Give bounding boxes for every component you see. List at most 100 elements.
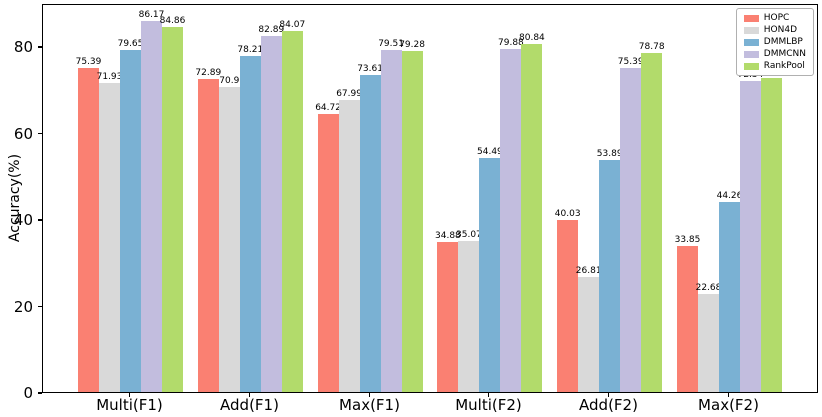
legend-item-rankpool: RankPool xyxy=(743,61,806,71)
y-tick-label: 40 xyxy=(13,211,33,230)
legend-label: HOPC xyxy=(763,13,790,23)
bar-value-label: 84.07 xyxy=(279,19,306,30)
y-tick-mark xyxy=(38,305,42,308)
bar-value-label: 44.26 xyxy=(716,190,743,201)
x-tick-label-multif1: Multi(F1) xyxy=(96,396,163,414)
bar-value-label: 78.78 xyxy=(638,42,665,53)
x-tick-label-multif2: Multi(F2) xyxy=(455,396,522,414)
bar-value-label: 64.72 xyxy=(315,102,341,113)
legend-swatch-icon xyxy=(743,62,759,70)
bar-dmmcnn-5: 75.39 xyxy=(618,57,644,392)
legend: HOPC HON4D DMMLBP DMMCNN RankPool xyxy=(735,8,814,76)
legend-label: HON4D xyxy=(763,25,798,35)
x-tick-label-addf2: Add(F2) xyxy=(579,396,638,414)
bar-value-label: 79.65 xyxy=(117,38,144,49)
bar-dmmlbp-3: 73.61 xyxy=(357,64,383,392)
bar-value-label: 22.68 xyxy=(695,283,722,294)
bar-value-label: 80.84 xyxy=(519,33,545,44)
plot-area: 75.39 71.93 79.65 86.17 84.86 72.89 70.9 78.21 8… xyxy=(42,4,818,393)
bar-dmmcnn-6: 72.34 xyxy=(738,70,763,392)
bar-value-label: 72.89 xyxy=(195,67,222,78)
legend-label: DMMLBP xyxy=(763,37,803,47)
bar-group-multif1: 75.39 71.93 79.65 86.17 84.86 xyxy=(76,5,185,392)
bar-group-maxf1: 64.72 67.99 73.61 79.51 79.28 xyxy=(315,5,425,392)
x-tick-label-addf1: Add(F1) xyxy=(220,396,279,414)
y-tick-label: 0 xyxy=(23,384,33,402)
bar-value-label: 67.99 xyxy=(336,88,362,99)
x-tick-mark xyxy=(727,393,730,397)
bar-dmmcnn-2: 82.89 xyxy=(258,25,284,392)
bar-rankpool-1: 84.86 xyxy=(160,16,185,392)
y-tick-mark xyxy=(38,46,42,48)
bar-value-label: 79.51 xyxy=(378,39,404,50)
y-tick-label: 80 xyxy=(13,38,33,57)
x-tick-label-maxf2: Max(F2) xyxy=(698,396,759,414)
bar-dmmlbp-6: 44.26 xyxy=(717,191,742,392)
bar-hopc-3: 64.72 xyxy=(315,103,341,392)
bar-rankpool-3: 79.28 xyxy=(399,40,425,392)
legend-swatch-icon xyxy=(743,38,759,46)
bar-rankpool-6: 72.95 xyxy=(759,67,784,392)
legend-label: DMMCNN xyxy=(763,49,806,59)
y-tick-label: 60 xyxy=(13,124,33,143)
bar-groups: 75.39 71.93 79.65 86.17 84.86 72.89 70.9 78.21 8… xyxy=(43,5,817,392)
bar-value-label: 75.39 xyxy=(617,56,644,67)
bar-group-addf1: 72.89 70.9 78.21 82.89 84.07 xyxy=(195,5,305,392)
bar-dmmlbp-2: 78.21 xyxy=(237,45,263,392)
bar-value-label: 71.93 xyxy=(96,71,123,82)
bar-group-multif2: 34.88 35.07 54.49 79.88 80.84 xyxy=(435,5,545,392)
bar-value-label: 84.86 xyxy=(159,16,186,27)
bar-rankpool-2: 84.07 xyxy=(279,20,305,392)
bar-dmmlbp-5: 53.89 xyxy=(597,149,623,392)
bar-hopc-4: 34.88 xyxy=(435,231,461,392)
bar-dmmcnn-4: 79.88 xyxy=(498,38,524,392)
x-tick-mark xyxy=(487,393,490,397)
legend-item-hon4d: HON4D xyxy=(743,25,806,35)
y-axis-title: Accuracy(%) xyxy=(7,153,23,243)
bar-value-label: 78.21 xyxy=(237,44,264,55)
bar-value-label: 75.39 xyxy=(75,56,102,67)
bar-value-label: 54.49 xyxy=(477,146,503,157)
bar-value-label: 73.61 xyxy=(357,64,383,75)
bar-rankpool-4: 80.84 xyxy=(519,33,545,392)
bar-group-addf2: 40.03 26.81 53.89 75.39 78.78 xyxy=(555,5,665,392)
legend-swatch-icon xyxy=(743,50,759,58)
legend-label: RankPool xyxy=(763,61,805,71)
x-tick-mark xyxy=(248,393,251,397)
bar-hopc-6: 33.85 xyxy=(675,235,700,392)
bar-value-label: 79.88 xyxy=(498,37,524,48)
bar-group-maxf2: 33.85 22.68 44.2672.3472.95 xyxy=(675,5,784,392)
bar-hon4d-1: 71.93 xyxy=(97,72,122,392)
bar-hon4d-3: 67.99 xyxy=(336,89,362,392)
bar-dmmlbp-4: 54.49 xyxy=(477,147,503,392)
y-tick-mark xyxy=(38,392,42,394)
bar-value-label: 79.28 xyxy=(399,40,425,51)
bar-value-label: 33.85 xyxy=(674,235,701,246)
bar-dmmcnn-3: 79.51 xyxy=(378,39,404,392)
bar-hopc-1: 75.39 xyxy=(76,57,101,392)
bar-hopc-5: 40.03 xyxy=(555,209,581,392)
bar-dmmlbp-1: 79.65 xyxy=(118,39,143,392)
bar-hopc-2: 72.89 xyxy=(195,68,221,392)
x-tick-label-maxf1: Max(F1) xyxy=(339,396,400,414)
bar-value-label: 70.9 xyxy=(219,76,240,87)
y-tick-label: 20 xyxy=(13,297,33,316)
bar-value-label: 35.07 xyxy=(456,230,482,241)
bar-hon4d-6: 22.68 xyxy=(696,283,721,392)
legend-item-dmmcnn: DMMCNN xyxy=(743,49,806,59)
y-tick-mark xyxy=(38,132,42,135)
x-tick-mark xyxy=(128,393,131,397)
legend-swatch-icon xyxy=(743,14,759,22)
bar-value-label: 40.03 xyxy=(554,208,581,219)
bar-rankpool-5: 78.78 xyxy=(639,42,665,392)
bar-hon4d-2: 70.9 xyxy=(218,76,240,392)
bar-value-label: 34.88 xyxy=(435,231,461,242)
bar-value-label: 26.81 xyxy=(575,265,602,276)
legend-item-hopc: HOPC xyxy=(743,13,806,23)
bar-hon4d-5: 26.81 xyxy=(576,266,602,392)
bar-value-label: 86.17 xyxy=(138,10,165,21)
bar-dmmcnn-1: 86.17 xyxy=(139,10,164,392)
y-tick-mark xyxy=(38,219,42,221)
legend-swatch-icon xyxy=(743,26,759,34)
